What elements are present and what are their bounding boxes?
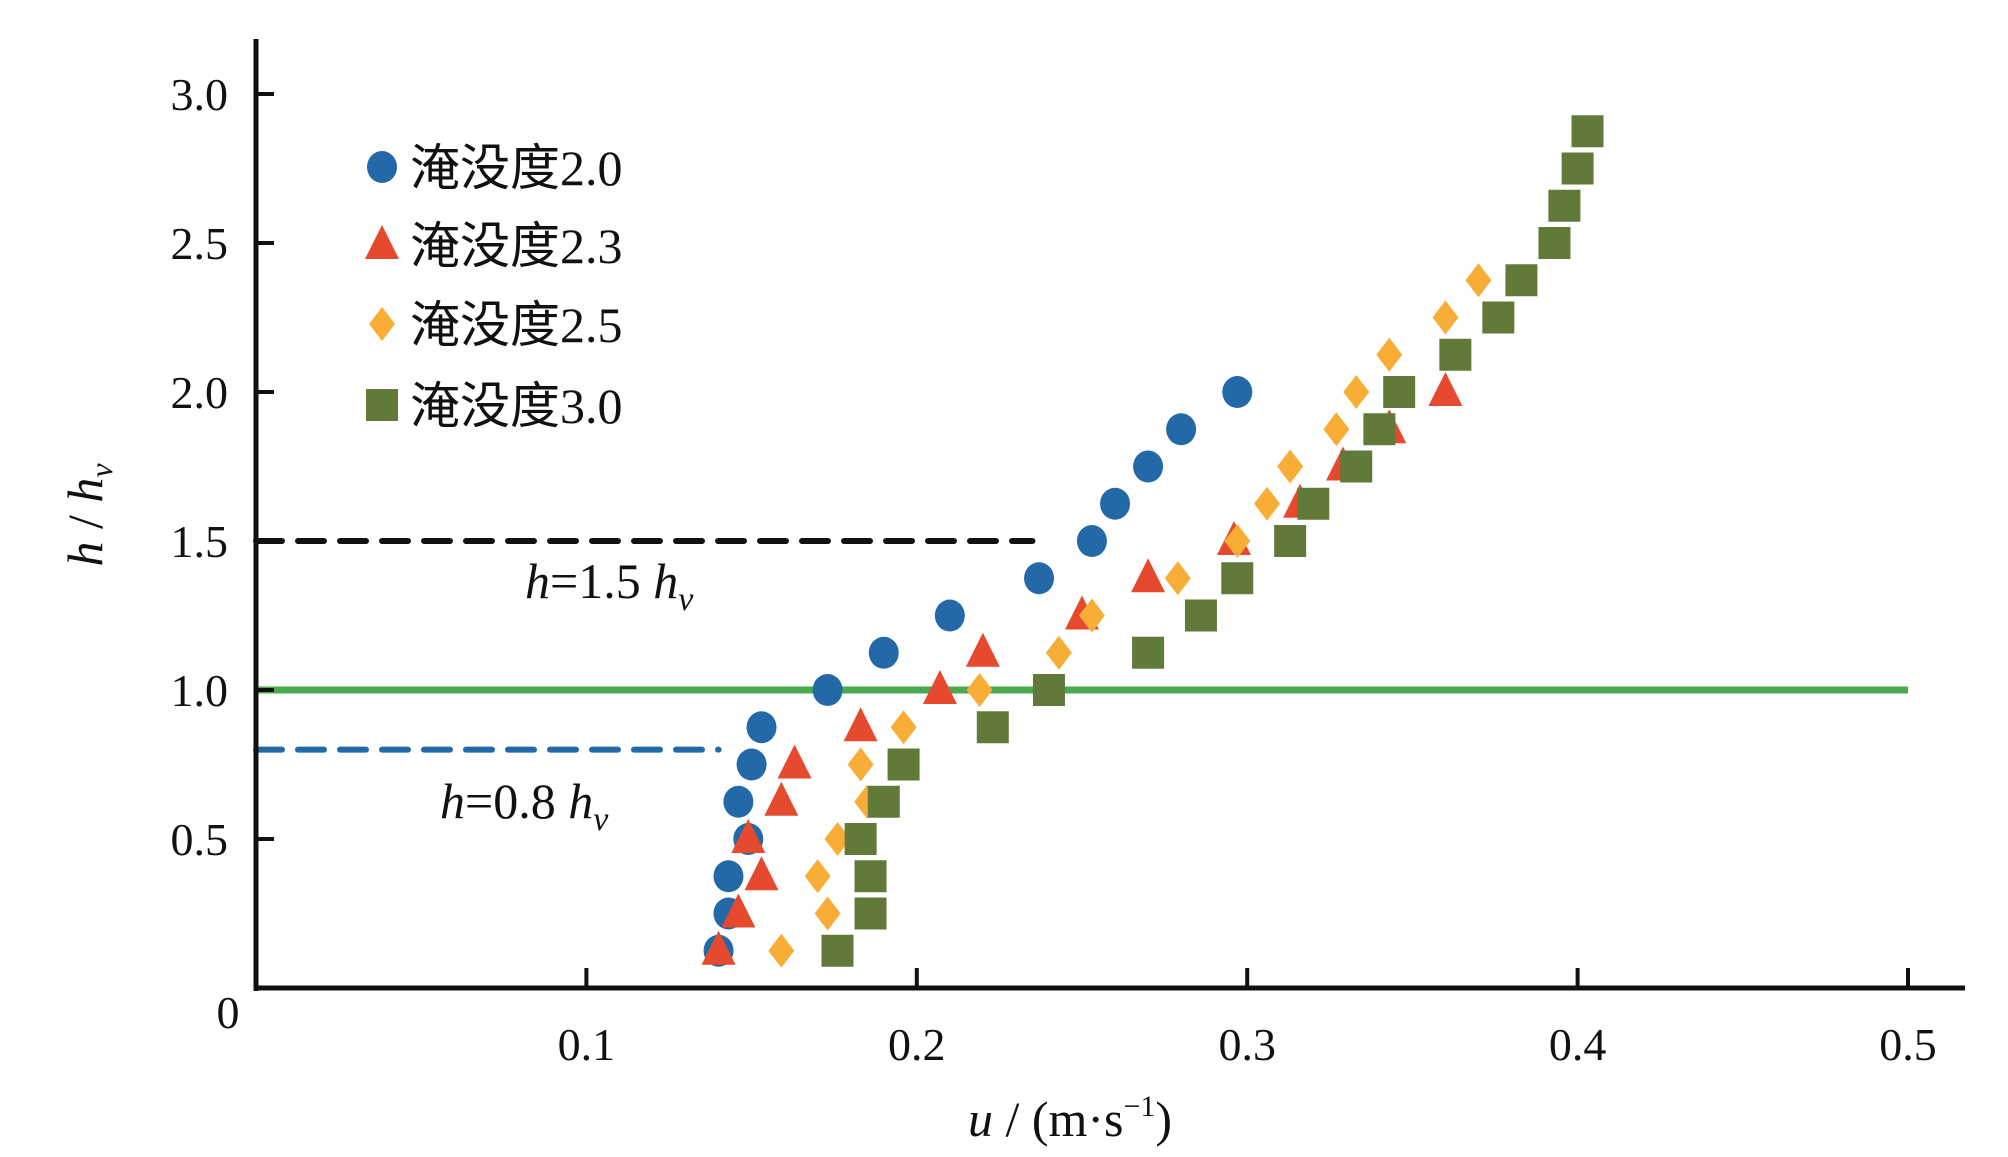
data-point-circle (1076, 525, 1107, 557)
data-point-diamond (890, 710, 917, 745)
data-point-diamond (1164, 561, 1191, 596)
data-point-diamond (824, 822, 851, 856)
data-point-square (1297, 487, 1330, 520)
data-point-square (844, 823, 877, 855)
legend-label: 淹没度3.0 (410, 378, 623, 434)
data-points (701, 115, 1604, 968)
data-point-square (1340, 450, 1373, 483)
data-point-triangle (965, 632, 1000, 667)
data-point-diamond (1254, 486, 1281, 521)
y-tick-label: 1.0 (171, 665, 229, 716)
data-point-diamond (1465, 263, 1492, 298)
y-tick-label: 1.5 (171, 516, 229, 567)
data-point-circle (746, 711, 777, 744)
y-tick-label: 3.0 (171, 69, 229, 120)
x-tick-label: 0.2 (888, 1019, 946, 1070)
y-tick-label: 0.5 (171, 814, 229, 865)
data-point-square (1482, 301, 1515, 334)
data-point-circle (1133, 450, 1164, 483)
data-point-square (867, 785, 900, 818)
data-point-square (1548, 189, 1581, 222)
data-point-diamond (814, 896, 841, 931)
annotation-h-1-5: h=1.5 hv (525, 553, 694, 618)
data-point-triangle (922, 670, 957, 704)
legend-circle-icon (367, 151, 397, 183)
data-point-square (1132, 636, 1165, 669)
data-point-square (1221, 562, 1254, 595)
data-point-diamond (768, 933, 795, 968)
data-point-circle (934, 599, 965, 632)
data-point-diamond (847, 747, 874, 782)
data-point-triangle (1428, 372, 1463, 406)
data-point-square (1363, 413, 1396, 446)
data-point-circle (868, 636, 899, 669)
annotation-h-0-8: h=0.8 hv (440, 773, 609, 838)
data-point-triangle (721, 893, 756, 928)
data-point-triangle (731, 819, 766, 853)
reference-lines (253, 538, 1908, 753)
data-point-diamond (1376, 337, 1403, 372)
data-point-diamond (1277, 449, 1304, 484)
data-point-diamond (1078, 598, 1105, 633)
data-point-circle (1024, 562, 1055, 595)
data-point-circle (1166, 413, 1197, 446)
data-point-circle (1100, 487, 1131, 520)
data-point-square (1274, 525, 1307, 557)
data-point-diamond (1045, 635, 1072, 670)
data-point-triangle (843, 707, 878, 742)
legend: 淹没度2.0 淹没度2.3 淹没度2.5 淹没度3.0 (365, 140, 623, 434)
legend-label: 淹没度2.3 (410, 218, 623, 274)
data-point-triangle (744, 856, 779, 891)
data-point-square (1571, 115, 1604, 148)
data-point-square (1561, 152, 1594, 185)
data-point-triangle (777, 744, 812, 779)
data-point-circle (736, 748, 767, 781)
data-point-triangle (1131, 558, 1166, 593)
y-axis-label: h / hv (57, 463, 119, 567)
axis-ticks: 0.1 0.2 0.3 0.4 0.5 0.5 1.0 1.5 2.0 2.5 3.0 (171, 69, 1937, 1070)
data-point-circle (713, 860, 744, 893)
data-point-diamond (1432, 300, 1459, 335)
data-point-diamond (1224, 524, 1251, 558)
legend-triangle-icon (365, 225, 399, 259)
data-point-circle (723, 785, 754, 818)
data-point-square (854, 860, 887, 893)
data-point-diamond (966, 673, 993, 707)
data-point-square (821, 934, 854, 967)
y-tick-label: 2.5 (171, 218, 229, 269)
data-point-square (1383, 376, 1416, 408)
data-point-diamond (804, 859, 831, 894)
x-axis-label: u / (m·s−1) (968, 1090, 1172, 1147)
data-point-circle (1222, 376, 1253, 408)
legend-label: 淹没度2.5 (410, 297, 623, 353)
origin-label: 0 (217, 987, 240, 1038)
data-point-square (1538, 227, 1571, 259)
data-point-square (1505, 264, 1538, 297)
data-point-diamond (1323, 412, 1350, 447)
data-point-triangle (764, 781, 799, 816)
legend-diamond-icon (369, 307, 395, 341)
y-tick-label: 2.0 (171, 367, 229, 418)
data-point-square (976, 711, 1009, 744)
data-point-square (854, 897, 887, 930)
data-point-triangle (701, 930, 736, 965)
legend-square-icon (366, 389, 398, 421)
data-point-circle (812, 674, 843, 706)
data-point-diamond (1343, 375, 1370, 409)
legend-label: 淹没度2.0 (410, 140, 623, 196)
data-point-square (1439, 338, 1472, 371)
x-tick-label: 0.3 (1218, 1019, 1276, 1070)
x-tick-label: 0.4 (1549, 1019, 1607, 1070)
x-tick-label: 0.5 (1879, 1019, 1937, 1070)
data-point-square (1184, 599, 1217, 632)
x-tick-label: 0.1 (558, 1019, 616, 1070)
data-point-square (887, 748, 920, 781)
data-point-square (1032, 674, 1065, 706)
